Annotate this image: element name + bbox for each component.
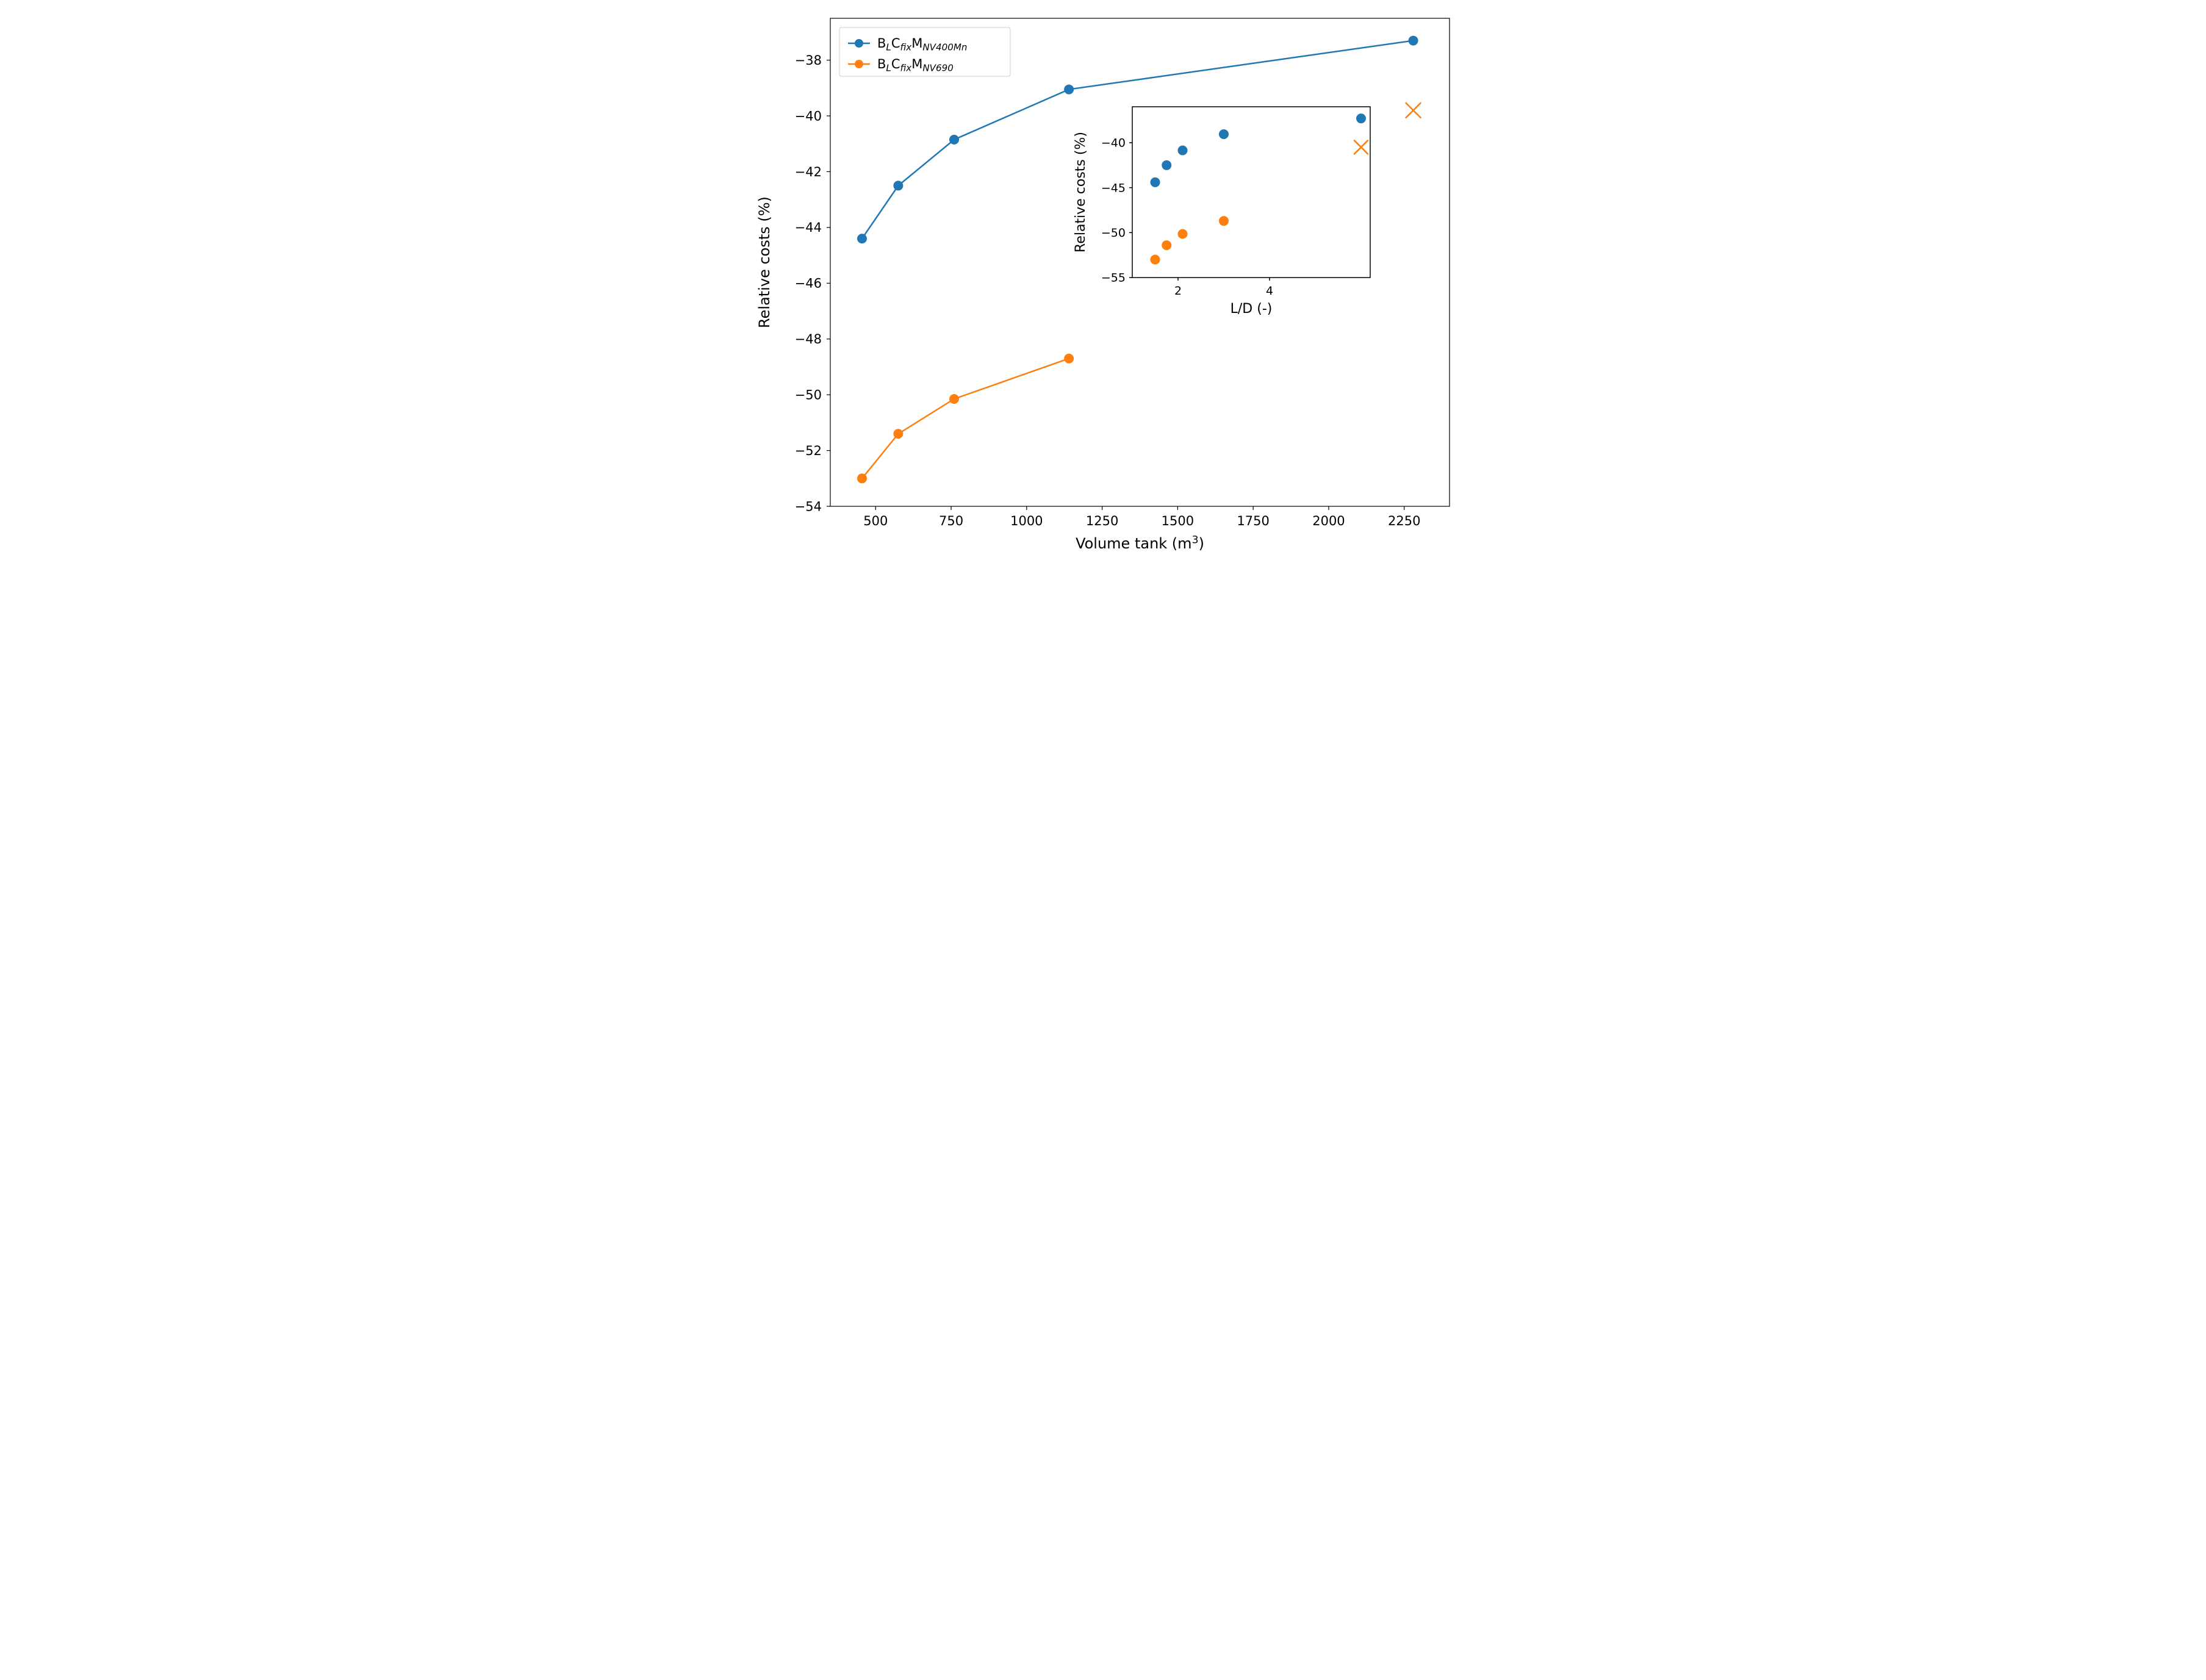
inset-y-axis-label: Relative costs (%) xyxy=(1073,132,1088,253)
x-axis-label: Volume tank (m3) xyxy=(1076,534,1204,552)
y-tick-label: −54 xyxy=(794,499,821,514)
inset-y-tick-label: −40 xyxy=(1101,137,1125,150)
inset-frame xyxy=(1132,107,1370,278)
x-tick-label: 500 xyxy=(863,514,888,528)
chart-svg: 500 750 1000 1250 1500 1750 2000 2250 −54 −52 −50 −… xyxy=(736,0,1471,560)
x-tick-label: 1250 xyxy=(1085,514,1118,528)
y-tick-label: −50 xyxy=(794,387,821,402)
inset-marker-nv690 xyxy=(1162,240,1171,250)
x-tick-label: 2000 xyxy=(1312,514,1345,528)
inset-marker-nv400mn xyxy=(1356,113,1366,123)
x-tick-label: 1000 xyxy=(1010,514,1043,528)
inset-marker-nv400mn xyxy=(1177,145,1187,155)
x-tick-label: 2250 xyxy=(1388,514,1420,528)
inset-y-tick-label: −45 xyxy=(1101,181,1125,195)
inset-marker-nv690 xyxy=(1150,255,1160,265)
chart-container: 500 750 1000 1250 1500 1750 2000 2250 −54 −52 −50 −… xyxy=(736,0,1471,560)
inset-marker-nv690 xyxy=(1219,216,1229,226)
y-tick-label: −52 xyxy=(794,443,821,458)
series-marker-nv400mn xyxy=(1064,85,1074,95)
inset-x-axis-label: L/D (-) xyxy=(1230,301,1272,317)
inset-x-tick-label: 2 xyxy=(1174,284,1181,298)
legend: BLCfixMNV400MnBLCfixMNV690 xyxy=(839,27,1010,76)
series-marker-nv400mn xyxy=(857,234,866,243)
series-marker-nv400mn xyxy=(893,181,903,190)
y-axis-label: Relative costs (%) xyxy=(756,196,773,328)
series-marker-nv690 xyxy=(893,429,903,439)
inset-y-tick-label: −50 xyxy=(1101,226,1125,240)
y-tick-label: −46 xyxy=(794,276,821,291)
y-tick-label: −38 xyxy=(794,53,821,68)
legend-marker xyxy=(855,60,863,68)
y-tick-label: −40 xyxy=(794,109,821,123)
inset-marker-nv400mn xyxy=(1150,178,1160,187)
inset-x-tick-label: 4 xyxy=(1265,284,1273,298)
x-tick-label: 1500 xyxy=(1161,514,1193,528)
series-marker-nv690 xyxy=(1064,354,1074,364)
x-tick-label: 750 xyxy=(939,514,963,528)
y-tick-label: −42 xyxy=(794,165,821,179)
series-marker-nv400mn xyxy=(1408,36,1418,46)
inset-marker-nv400mn xyxy=(1219,129,1229,139)
main-chart: 500 750 1000 1250 1500 1750 2000 2250 −54 −52 −50 −… xyxy=(756,18,1450,552)
inset-y-tick-label: −55 xyxy=(1101,271,1125,285)
x-tick-label: 1750 xyxy=(1237,514,1269,528)
series-marker-nv690 xyxy=(949,394,959,404)
series-marker-nv690 xyxy=(857,473,866,483)
series-marker-nv400mn xyxy=(949,135,959,145)
y-tick-label: −48 xyxy=(794,332,821,346)
legend-marker xyxy=(855,39,863,48)
inset-marker-nv400mn xyxy=(1162,160,1171,170)
y-tick-label: −44 xyxy=(794,220,821,235)
inset-marker-nv690 xyxy=(1177,229,1187,239)
